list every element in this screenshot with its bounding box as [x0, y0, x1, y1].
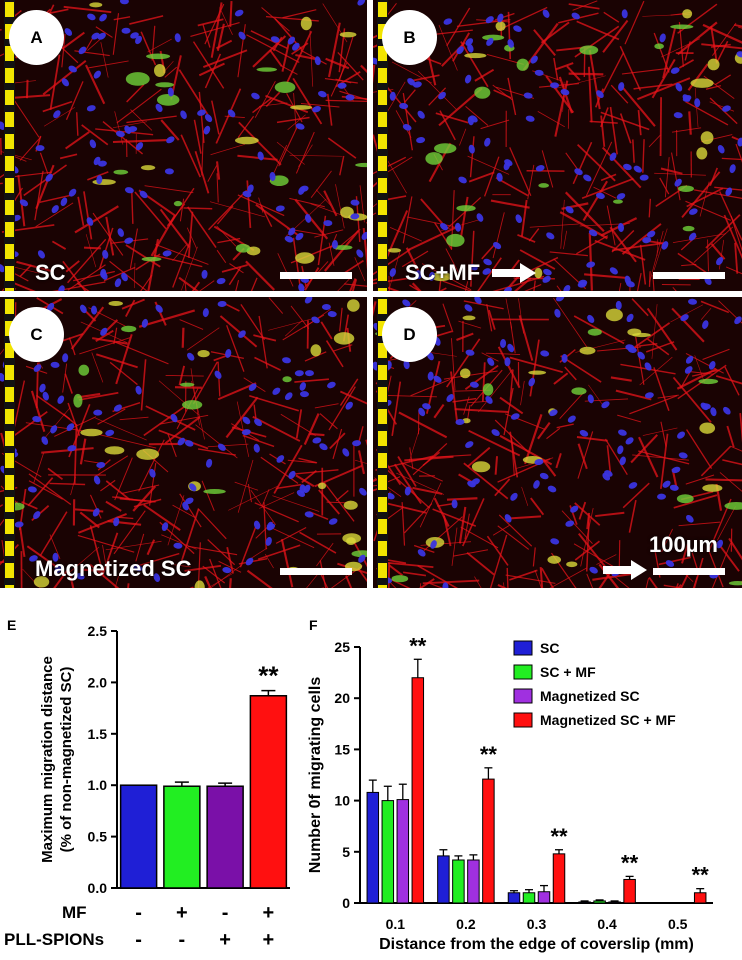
f-bar — [396, 799, 410, 904]
f-legend-swatch — [513, 688, 533, 704]
e-row-label: MF — [62, 903, 87, 922]
f-bar — [522, 892, 536, 904]
scale-bar — [280, 272, 352, 279]
e-bar — [163, 785, 201, 889]
f-bar — [437, 855, 450, 904]
f-legend-swatch — [513, 640, 533, 656]
f-y-tick-label: 10 — [334, 793, 350, 809]
f-y-tick-label: 15 — [334, 741, 350, 757]
f-legend-label: SC + MF — [540, 664, 596, 680]
e-y-axis-label: Maximum migration distance (% of non-magn… — [39, 656, 75, 863]
e-significance: ** — [258, 661, 279, 691]
micrograph-texture — [0, 297, 367, 588]
panel-letter-f: F — [309, 617, 318, 633]
f-bar — [693, 892, 707, 904]
e-y-tick-label: 0.5 — [88, 829, 108, 845]
magnetic-field-arrow-icon — [492, 263, 536, 283]
micrograph-texture — [373, 297, 742, 588]
f-bar — [608, 901, 621, 904]
e-row-symbol: - — [135, 929, 142, 951]
scale-bar-label: 100µm — [649, 532, 718, 557]
magnetic-field-arrow-icon — [603, 560, 647, 580]
f-y-tick-label: 0 — [342, 895, 350, 911]
e-bar — [206, 785, 244, 889]
f-legend-label: Magnetized SC + MF — [540, 712, 676, 728]
panel-letter-e: E — [7, 617, 16, 633]
e-row-symbol: + — [263, 902, 275, 924]
panel-letter-d: D — [382, 307, 437, 362]
f-bar — [593, 900, 606, 904]
micrograph-panel-a — [0, 0, 367, 291]
f-legend-swatch — [513, 664, 533, 680]
f-bar — [452, 859, 465, 904]
f-significance: ** — [621, 850, 639, 875]
e-y-tick-label: 2.5 — [88, 623, 108, 639]
f-y-axis-label: Number 0f migrating cells — [307, 677, 324, 874]
f-bar — [411, 677, 425, 904]
e-y-tick-label: 0.0 — [88, 880, 108, 896]
panel-letter-c: C — [9, 307, 64, 362]
e-row-symbol: - — [179, 929, 186, 951]
f-significance: ** — [409, 633, 427, 658]
micrograph-texture — [373, 0, 742, 291]
f-bar — [552, 853, 566, 904]
f-legend-label: Magnetized SC — [540, 688, 640, 704]
panel-label-c: Magnetized SC — [35, 556, 192, 581]
e-row-label: PLL-SPIONs — [4, 930, 104, 949]
e-bar — [119, 784, 158, 889]
f-x-tick-label: 0.3 — [527, 916, 547, 932]
f-x-tick-label: 0.5 — [668, 916, 688, 932]
f-bar — [537, 891, 551, 904]
scale-bar — [653, 272, 725, 279]
panel-letter-b: B — [382, 10, 437, 65]
panel-label-a: SC — [35, 260, 66, 285]
f-y-tick-label: 5 — [342, 844, 350, 860]
f-bar — [623, 878, 636, 904]
e-y-tick-label: 2.0 — [88, 674, 108, 690]
scale-bar — [653, 568, 725, 575]
f-significance: ** — [692, 863, 710, 888]
f-y-tick-label: 20 — [334, 690, 350, 706]
e-y-tick-label: 1.0 — [88, 777, 108, 793]
f-significance: ** — [480, 742, 498, 767]
e-row-symbol: + — [219, 929, 231, 951]
micrograph-panel-b — [373, 0, 742, 291]
f-bar — [578, 901, 591, 904]
f-x-tick-label: 0.4 — [597, 916, 617, 932]
f-bar — [381, 800, 395, 904]
e-bar — [249, 695, 288, 889]
f-significance: ** — [550, 824, 568, 849]
scale-bar — [280, 568, 352, 575]
f-x-axis-label: Distance from the edge of coverslip (mm) — [379, 936, 694, 953]
f-legend-label: SC — [540, 640, 559, 656]
e-row-symbol: - — [135, 902, 142, 924]
f-bar — [507, 892, 521, 904]
f-bar — [482, 778, 495, 904]
f-legend-swatch — [513, 712, 533, 728]
e-row-symbol: - — [222, 902, 229, 924]
micrograph-panel-c — [0, 297, 367, 588]
e-row-symbol: + — [263, 929, 275, 951]
panel-letter-a: A — [9, 10, 64, 65]
f-y-tick-label: 25 — [334, 639, 350, 655]
panel-label-b: SC+MF — [405, 260, 481, 285]
f-bar — [366, 791, 380, 904]
e-row-symbol: + — [176, 902, 188, 924]
f-bar — [467, 859, 480, 904]
f-x-tick-label: 0.2 — [456, 916, 476, 932]
f-x-tick-label: 0.1 — [386, 916, 406, 932]
e-y-tick-label: 1.5 — [88, 726, 108, 742]
